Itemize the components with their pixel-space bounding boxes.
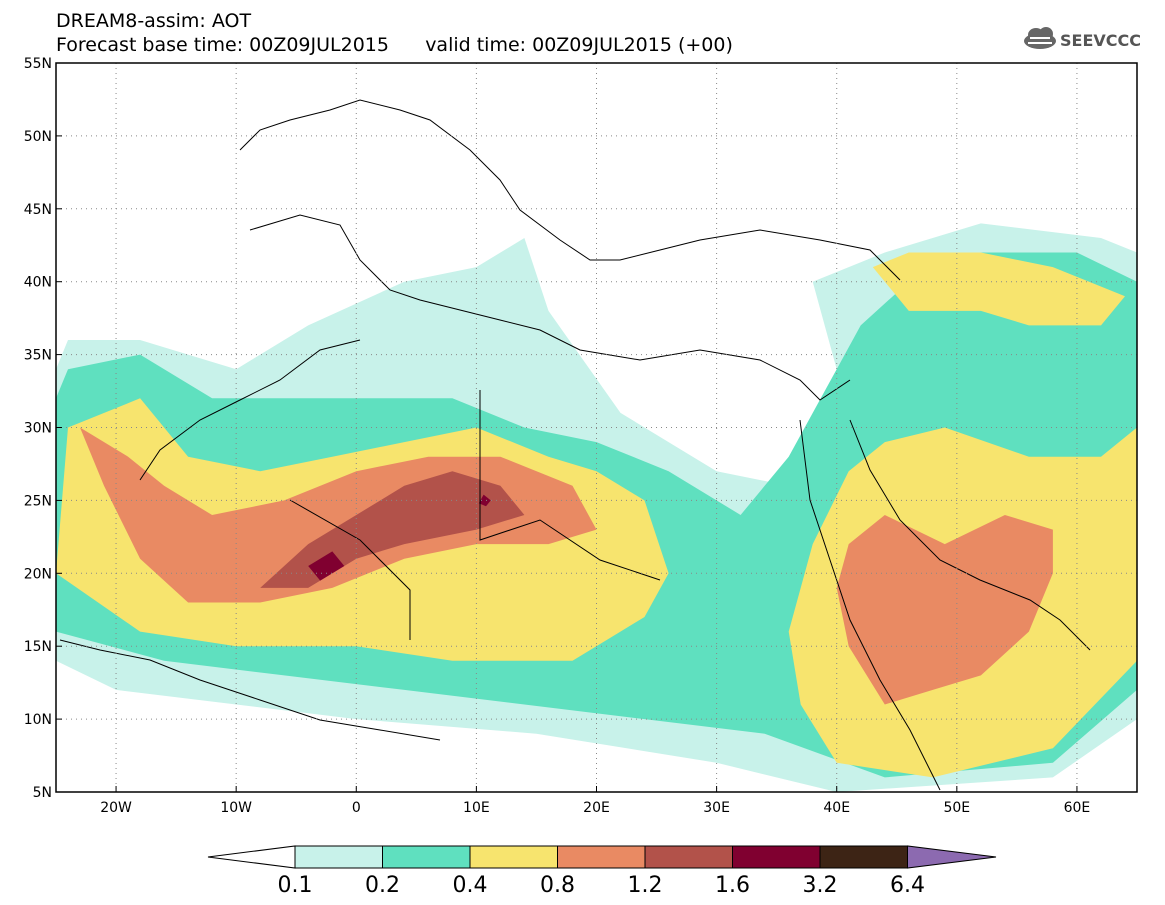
seevccc-logo: SEEVCCC <box>1024 27 1141 50</box>
lon-tick-label: 20E <box>583 800 610 816</box>
lat-tick-label: 40N <box>24 275 52 291</box>
lat-tick-label: 30N <box>24 421 52 437</box>
lon-tick-label: 50E <box>943 800 970 816</box>
lat-tick-label: 20N <box>24 566 52 582</box>
aot-region-1_6-8 <box>308 551 345 581</box>
legend-label: 0.1 <box>278 873 313 898</box>
forecast-time-info: Forecast base time: 00Z09JUL2015 valid t… <box>56 34 733 56</box>
aot-region-0_8-6 <box>836 515 1053 705</box>
legend-under-triangle <box>207 845 296 869</box>
lat-tick-label: 15N <box>24 639 52 655</box>
lon-tick-label: 60E <box>1064 800 1091 816</box>
lat-tick-label: 55N <box>24 56 52 72</box>
lon-tick-label: 10W <box>220 800 252 816</box>
legend-label: 3.2 <box>803 873 838 898</box>
lat-tick-label: 5N <box>33 785 52 801</box>
legend-swatch <box>294 845 383 869</box>
legend-label: 0.2 <box>365 873 400 898</box>
lat-tick-label: 10N <box>24 712 52 728</box>
cloud-icon <box>1024 27 1056 49</box>
legend-swatch <box>732 845 821 869</box>
lat-tick-label: 50N <box>24 129 52 145</box>
legend-swatch <box>644 845 733 869</box>
legend-over-triangle <box>907 845 997 869</box>
lon-tick-label: 30E <box>703 800 730 816</box>
axis-ticks: 20W 10W 0 10E 20E 30E 40E 50E 60E 5N 10N 15N 20N 25N 3… <box>24 56 1091 816</box>
legend-swatch <box>819 845 908 869</box>
legend-label: 6.4 <box>890 873 925 898</box>
legend-label: 0.4 <box>453 873 488 898</box>
logo-text: SEEVCCC <box>1060 31 1141 50</box>
legend-label: 0.8 <box>540 873 575 898</box>
lon-tick-label: 20W <box>100 800 132 816</box>
lon-tick-label: 10E <box>463 800 490 816</box>
legend-label: 1.2 <box>628 873 663 898</box>
lon-tick-label: 0 <box>352 800 361 816</box>
aot-region-0_8-5 <box>80 427 597 603</box>
lat-tick-label: 45N <box>24 202 52 218</box>
lat-tick-label: 35N <box>24 348 52 364</box>
legend-swatch <box>469 845 558 869</box>
aot-region-1_6-9 <box>478 494 491 507</box>
map-title: DREAM8-assim: AOT <box>56 10 252 32</box>
legend-swatch <box>382 845 471 869</box>
lon-tick-label: 40E <box>823 800 850 816</box>
lat-lon-grid <box>56 62 1137 793</box>
legend-swatch <box>557 845 646 869</box>
lat-tick-label: 25N <box>24 493 52 509</box>
aot-region-0_4-4 <box>872 252 1125 326</box>
country-borders <box>59 99 1091 791</box>
legend-label: 1.6 <box>715 873 750 898</box>
